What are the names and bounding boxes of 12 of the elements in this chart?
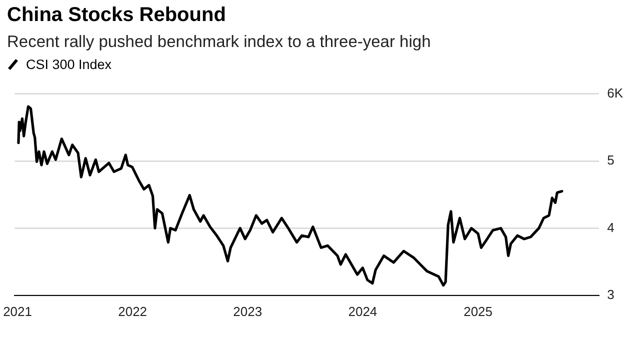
y-tick-label: 5 bbox=[607, 152, 614, 168]
chart-subtitle: Recent rally pushed benchmark index to a three-year high bbox=[7, 33, 431, 52]
y-tick-label: 4 bbox=[607, 220, 614, 235]
x-tick-label: 2022 bbox=[118, 304, 148, 319]
chart-title: China Stocks Rebound bbox=[7, 4, 226, 27]
x-tick-label: 2025 bbox=[464, 304, 493, 319]
legend-label: CSI 300 Index bbox=[26, 57, 112, 72]
y-tick-label: 3 bbox=[607, 286, 614, 302]
x-tick-label: 2024 bbox=[348, 304, 378, 319]
y-tick-label: 6K bbox=[607, 85, 624, 100]
x-tick-label: 2021 bbox=[3, 304, 32, 319]
x-tick-label: 2023 bbox=[233, 304, 262, 319]
